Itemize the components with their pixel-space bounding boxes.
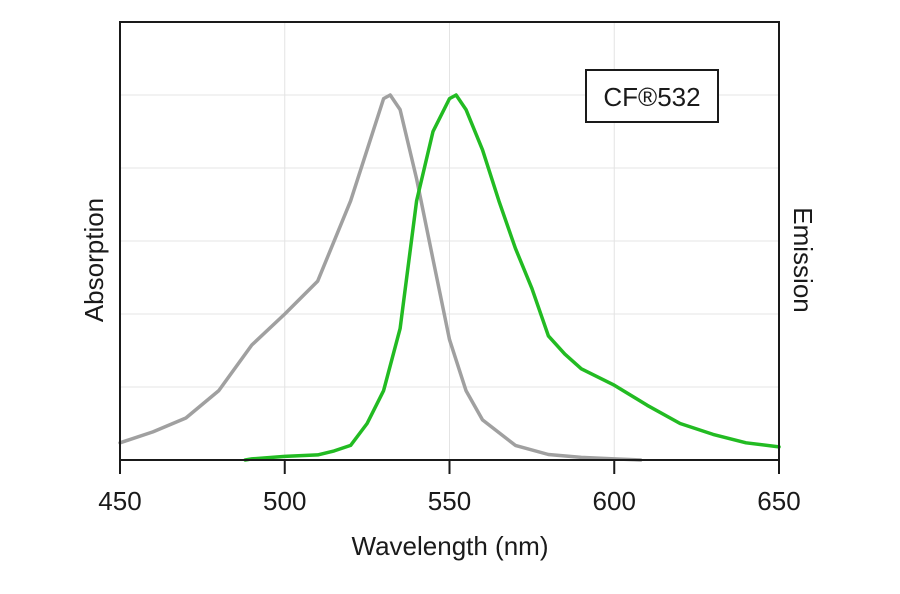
x-axis: 450 500 550 600 650 (98, 460, 801, 516)
series-group (118, 93, 781, 462)
x-axis-label: Wavelength (nm) (352, 531, 549, 561)
legend: CF®532 (585, 69, 719, 123)
y-axis-label-right: Emission (788, 207, 818, 312)
x-tick-label: 550 (428, 486, 471, 516)
x-tick-label: 600 (593, 486, 636, 516)
y-axis-label-left: Absorption (79, 198, 109, 322)
legend-label: CF®532 (603, 82, 700, 112)
absorption-line (118, 93, 643, 462)
emission-line (243, 93, 781, 462)
x-tick-label: 450 (98, 486, 141, 516)
x-tick-label: 650 (757, 486, 800, 516)
x-tick-label: 500 (263, 486, 306, 516)
legend-box (585, 69, 719, 123)
